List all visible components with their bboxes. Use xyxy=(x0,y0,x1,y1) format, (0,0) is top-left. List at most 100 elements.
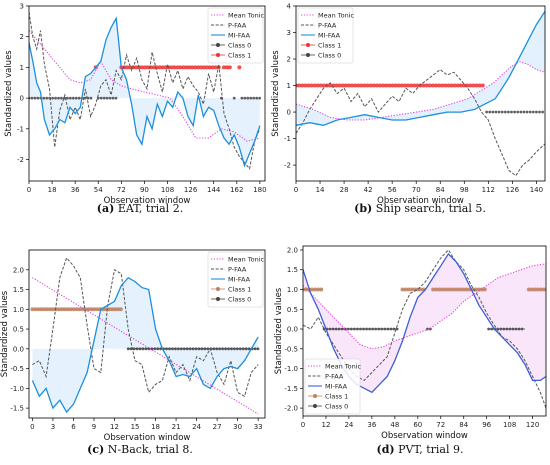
class-0-marker xyxy=(503,110,507,114)
x-tick-label: 112 xyxy=(482,186,495,194)
legend: Mean Tonic P-FAA MI-FAA Class 1 Class 0 xyxy=(207,251,265,308)
series-p-faa xyxy=(32,256,259,398)
class-0-marker xyxy=(77,96,81,100)
y-tick-label: 3 xyxy=(287,29,291,37)
y-tick-label: 0.0 xyxy=(287,326,298,334)
legend-label: Class 1 xyxy=(228,51,251,59)
class-1-marker xyxy=(207,65,212,70)
class-1-marker xyxy=(430,83,435,88)
class-1-marker xyxy=(213,65,218,70)
y-tick-label: 0 xyxy=(287,109,291,117)
class-1-marker xyxy=(421,83,426,88)
x-axis-label: Observation window xyxy=(381,431,468,441)
legend-label: Mean Tonic xyxy=(325,362,362,370)
class-0-marker xyxy=(485,110,489,114)
x-tick-label: 12 xyxy=(110,423,119,431)
class-0-marker xyxy=(68,96,72,100)
class-1-marker xyxy=(455,83,460,88)
class-0-marker xyxy=(519,110,523,114)
class-1-marker xyxy=(346,83,351,88)
class-1-marker xyxy=(393,83,398,88)
y-axis-label: Standardized values xyxy=(274,287,284,374)
x-tick-label: 98 xyxy=(460,186,469,194)
legend-marker xyxy=(216,297,220,301)
legend: Mean Tonic P-FAA MI-FAA Class 1 Class 0 xyxy=(297,7,355,64)
x-axis-label: Observation window xyxy=(104,433,191,443)
class-0-marker xyxy=(111,96,115,100)
class-0-marker xyxy=(497,110,501,114)
x-tick-label: 84 xyxy=(459,421,468,429)
y-tick-label: 1.0 xyxy=(287,286,298,294)
y-tick-label: 2 xyxy=(287,56,291,64)
legend-marker xyxy=(216,53,220,57)
x-tick-label: 18 xyxy=(48,186,57,194)
class-1-marker xyxy=(187,65,192,70)
class-1-marker xyxy=(181,65,186,70)
plot-frame xyxy=(28,249,266,419)
x-tick-label: 9 xyxy=(92,423,96,431)
class-1-marker xyxy=(224,65,229,70)
x-tick-label: 162 xyxy=(230,186,243,194)
legend-box xyxy=(297,7,354,64)
legend-marker xyxy=(216,287,220,291)
class-1-marker xyxy=(142,65,147,70)
x-tick-label: 48 xyxy=(390,421,399,429)
legend-label: Class 1 xyxy=(228,285,251,293)
class-1-marker xyxy=(384,83,389,88)
class-1-marker xyxy=(309,83,314,88)
y-tick-label: 0.0 xyxy=(13,345,24,353)
class-0-marker xyxy=(491,110,495,114)
class-1-marker xyxy=(297,83,302,88)
class-1-marker xyxy=(390,83,395,88)
class-1-marker xyxy=(312,83,317,88)
y-tick-label: 0.5 xyxy=(13,326,24,334)
class-0-marker xyxy=(108,96,112,100)
caption-label: (c) xyxy=(87,443,104,456)
x-tick-label: 24 xyxy=(192,423,201,431)
class-0-marker xyxy=(51,96,54,100)
area-fill xyxy=(32,277,259,413)
y-tick-label: 2.0 xyxy=(287,246,298,254)
x-tick-label: 56 xyxy=(388,186,397,194)
class-0-marker xyxy=(114,96,118,100)
class-1-marker xyxy=(371,83,376,88)
class-1-marker xyxy=(157,65,162,70)
plot-area xyxy=(30,256,260,415)
class-1-marker xyxy=(193,65,198,70)
class-1-marker xyxy=(437,83,442,88)
chart-panel-2: 0 14 28 42 56 70 84 98 112 126 140 -2 -1 0 1 2 3 4 Observa… xyxy=(271,3,546,215)
legend-label: P-FAA xyxy=(325,372,344,380)
x-tick-label: 120 xyxy=(526,421,539,429)
class-1-marker xyxy=(318,83,323,88)
class-1-marker xyxy=(221,65,226,70)
class-0-marker xyxy=(99,96,103,100)
class-1-marker xyxy=(412,83,417,88)
class-0-marker xyxy=(65,96,69,100)
x-tick-label: 0 xyxy=(27,186,31,194)
class-1-marker xyxy=(328,83,333,88)
x-tick-label: 36 xyxy=(367,421,376,429)
x-tick-label: 12 xyxy=(321,421,330,429)
plot-frame xyxy=(295,5,546,182)
legend-label: P-FAA xyxy=(228,265,247,273)
x-tick-label: 14 xyxy=(316,186,325,194)
y-tick-label: -1 xyxy=(17,125,24,133)
class-1-marker xyxy=(237,65,242,70)
class-0-marker xyxy=(57,96,60,100)
y-tick-label: 1.0 xyxy=(13,306,24,314)
y-tick-label: 0 xyxy=(20,95,24,103)
class-1-marker xyxy=(190,65,195,70)
y-tick-label: 1 xyxy=(287,82,291,90)
class-0-marker xyxy=(507,110,510,114)
x-tick-label: 0 xyxy=(294,186,298,194)
series-p-faa xyxy=(29,12,261,170)
class-1-marker xyxy=(350,83,355,88)
class-0-marker xyxy=(60,96,63,100)
series-mean-tonic xyxy=(32,277,259,415)
legend-label: MI-FAA xyxy=(318,31,341,39)
class-1-marker xyxy=(418,83,423,88)
x-tick-label: 42 xyxy=(364,186,373,194)
class-0-marker xyxy=(36,96,40,100)
class-0-marker xyxy=(541,110,545,114)
